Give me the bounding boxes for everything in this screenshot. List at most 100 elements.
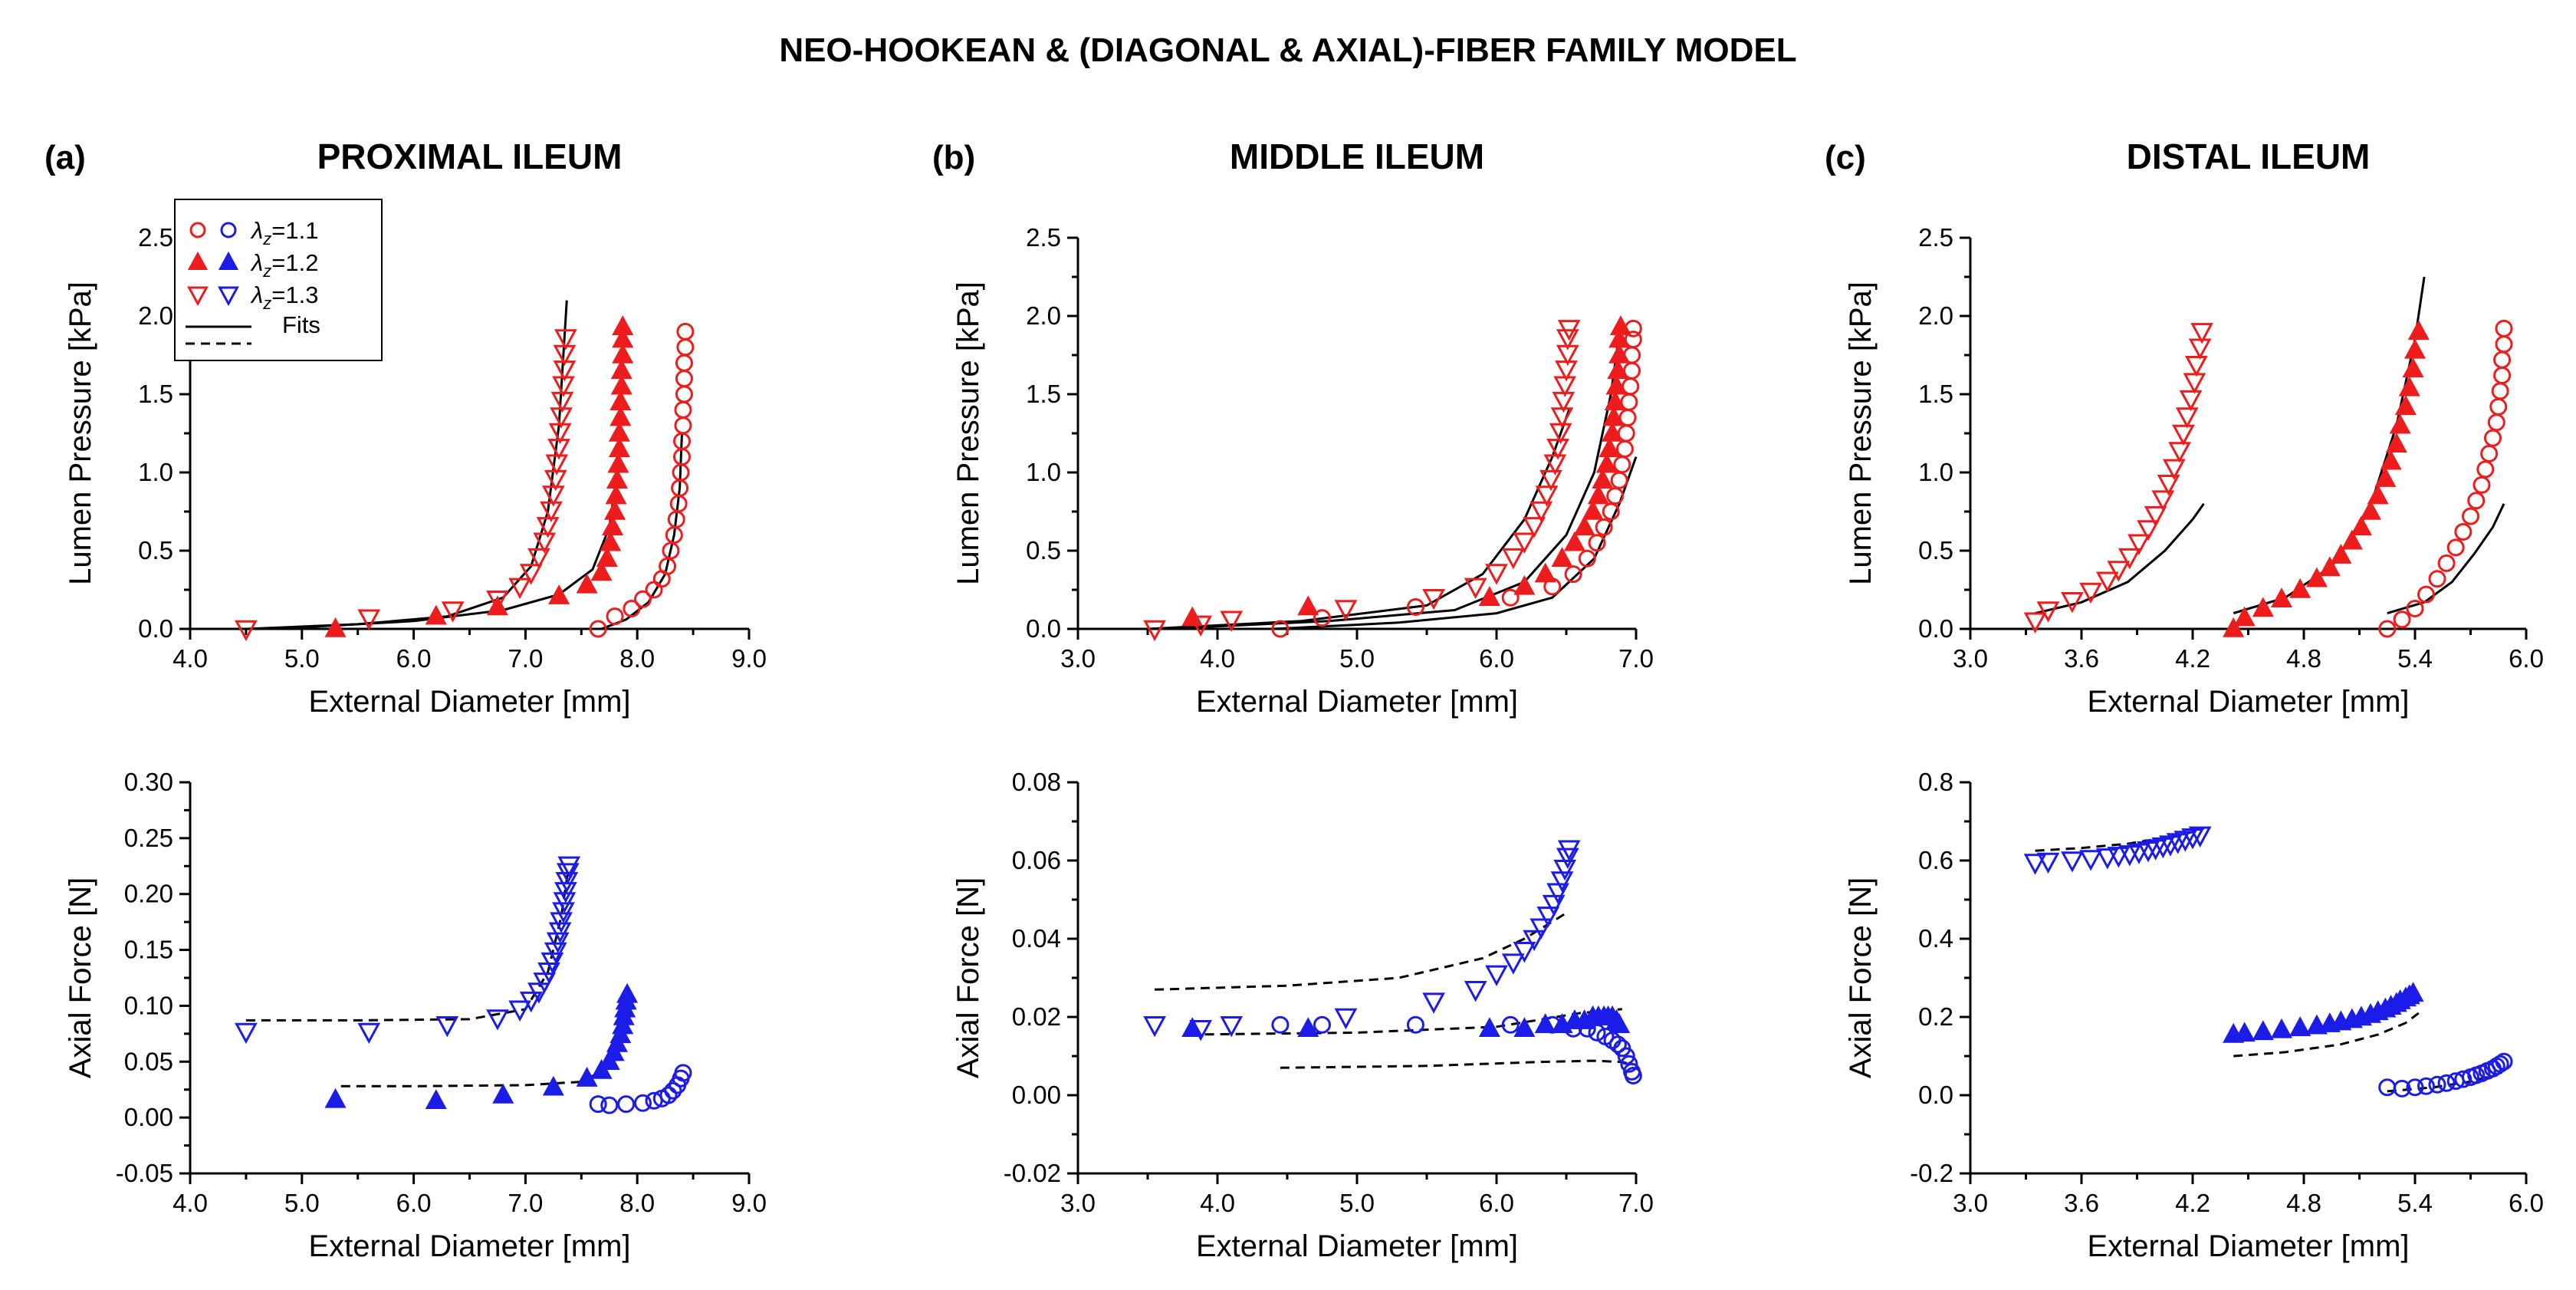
data-point-triangle-down	[1530, 918, 1553, 940]
data-point-triangle-down	[2188, 826, 2212, 847]
data-point-triangle-down	[1546, 439, 1569, 460]
x-tick-label: 8.0	[619, 644, 655, 673]
data-point-circle	[623, 599, 641, 617]
data-point-triangle-up	[602, 515, 624, 536]
data-point-triangle-down	[556, 863, 580, 884]
y-tick-label: 1.5	[138, 380, 173, 408]
data-point-triangle-up	[542, 1075, 564, 1096]
data-point-triangle-up	[2341, 529, 2363, 550]
y-tick-label: 0.5	[1918, 536, 1953, 564]
data-point-triangle-down	[1539, 469, 1562, 492]
data-point-circle	[1406, 597, 1424, 616]
x-tick-label: 5.0	[284, 644, 320, 673]
data-point-triangle-down	[2144, 505, 2167, 528]
y-tick-label: -0.05	[116, 1159, 173, 1187]
data-point-circle	[600, 1096, 619, 1114]
data-point-circle	[675, 354, 693, 372]
x-tick-label: 9.0	[731, 1189, 767, 1217]
data-point-triangle-down	[546, 932, 570, 954]
y-tick-label: 0.20	[124, 880, 173, 908]
data-point-triangle-down	[1464, 981, 1487, 1002]
x-tick-label: 6.0	[396, 644, 432, 673]
data-point-triangle-up	[612, 327, 634, 348]
data-point-triangle-up	[1513, 574, 1536, 595]
data-point-circle	[1406, 1015, 1424, 1034]
legend-marker-triangle-up	[187, 251, 209, 270]
y-axis-label: Lumen Pressure [kPa]	[951, 281, 985, 585]
data-point-circle	[2493, 350, 2512, 369]
data-point-triangle-up	[608, 437, 630, 458]
data-point-circle	[2462, 507, 2479, 525]
data-point-triangle-down	[2095, 848, 2119, 870]
data-point-triangle-down	[554, 329, 577, 350]
y-tick-label: 0.00	[124, 1103, 173, 1131]
x-tick-label: 9.0	[731, 644, 767, 673]
data-point-triangle-up	[2407, 320, 2430, 341]
data-point-circle	[2428, 1075, 2446, 1094]
data-point-circle	[674, 416, 692, 435]
data-point-triangle-down	[1334, 600, 1358, 621]
data-point-triangle-down	[1536, 907, 1560, 928]
data-point-triangle-down	[2128, 534, 2150, 555]
data-point-triangle-down	[2137, 520, 2160, 541]
panel-letter-a-pressure: (a)	[44, 139, 86, 176]
data-point-triangle-up	[600, 531, 622, 551]
data-point-triangle-up	[610, 359, 632, 380]
data-point-triangle-down	[557, 856, 581, 877]
y-tick-label: 0.5	[138, 536, 173, 564]
fit-curve	[2387, 503, 2505, 615]
data-point-triangle-down	[2079, 850, 2102, 871]
x-tick-label: 4.2	[2175, 644, 2210, 673]
fit-curve	[1280, 1059, 1634, 1069]
legend-marker-triangle-down	[187, 286, 209, 307]
data-point-triangle-up	[608, 421, 630, 442]
y-tick-label: 0.0	[1918, 614, 1953, 643]
data-point-circle	[659, 1086, 678, 1104]
data-point-triangle-down	[2183, 373, 2206, 394]
data-point-triangle-down	[1143, 1015, 1166, 1038]
plot-a-force: 4.0 5.0 6.0 7.0 8.0 9.0 -0.05 0.00 0.05 0.10 0.15 0…	[64, 768, 767, 1263]
data-point-circle	[589, 620, 607, 638]
x-axis-label: External Diameter [mm]	[1196, 1229, 1518, 1263]
data-point-circle	[676, 322, 695, 341]
y-tick-label: 2.0	[1026, 301, 1061, 330]
data-point-circle	[1271, 1015, 1290, 1034]
data-point-triangle-down	[2188, 338, 2212, 360]
data-point-circle	[2378, 620, 2397, 638]
data-point-triangle-up	[1478, 586, 1500, 606]
x-tick-label: 5.4	[2397, 644, 2433, 673]
fit-curve	[1147, 409, 1571, 630]
data-point-triangle-down	[554, 882, 577, 903]
data-point-triangle-down	[2190, 323, 2213, 344]
data-point-circle	[2487, 413, 2505, 432]
y-tick-label: 0.4	[1918, 924, 1953, 953]
y-tick-label: 2.5	[138, 223, 173, 252]
data-point-triangle-up	[2330, 544, 2352, 564]
data-point-triangle-up	[616, 982, 639, 1003]
data-point-circle	[2437, 1074, 2456, 1092]
data-point-circle	[606, 607, 624, 626]
data-point-triangle-down	[2184, 355, 2208, 377]
y-tick-label: 0.00	[1012, 1081, 1061, 1109]
data-point-triangle-up	[590, 561, 613, 581]
data-point-triangle-up	[2389, 413, 2411, 434]
fit-curve	[245, 871, 570, 1022]
y-tick-label: 1.5	[1918, 380, 1953, 408]
x-tick-label: 6.0	[396, 1189, 432, 1217]
data-point-triangle-down	[508, 578, 531, 600]
legend-box	[174, 199, 383, 361]
fit-curve	[1155, 910, 1570, 991]
panel-title-c-pressure: DISTAL ILEUM	[2127, 137, 2371, 176]
data-point-triangle-down	[235, 1022, 258, 1045]
data-point-circle	[1313, 609, 1331, 627]
y-tick-label: 0.0	[1918, 1081, 1953, 1109]
x-tick-label: 7.0	[1618, 1189, 1654, 1217]
data-point-triangle-down	[2079, 582, 2102, 604]
data-point-triangle-up	[324, 617, 347, 637]
data-point-triangle-down	[2107, 847, 2131, 868]
data-point-triangle-up	[1608, 327, 1631, 348]
data-point-triangle-up	[2318, 556, 2341, 577]
data-point-circle	[664, 1081, 682, 1100]
